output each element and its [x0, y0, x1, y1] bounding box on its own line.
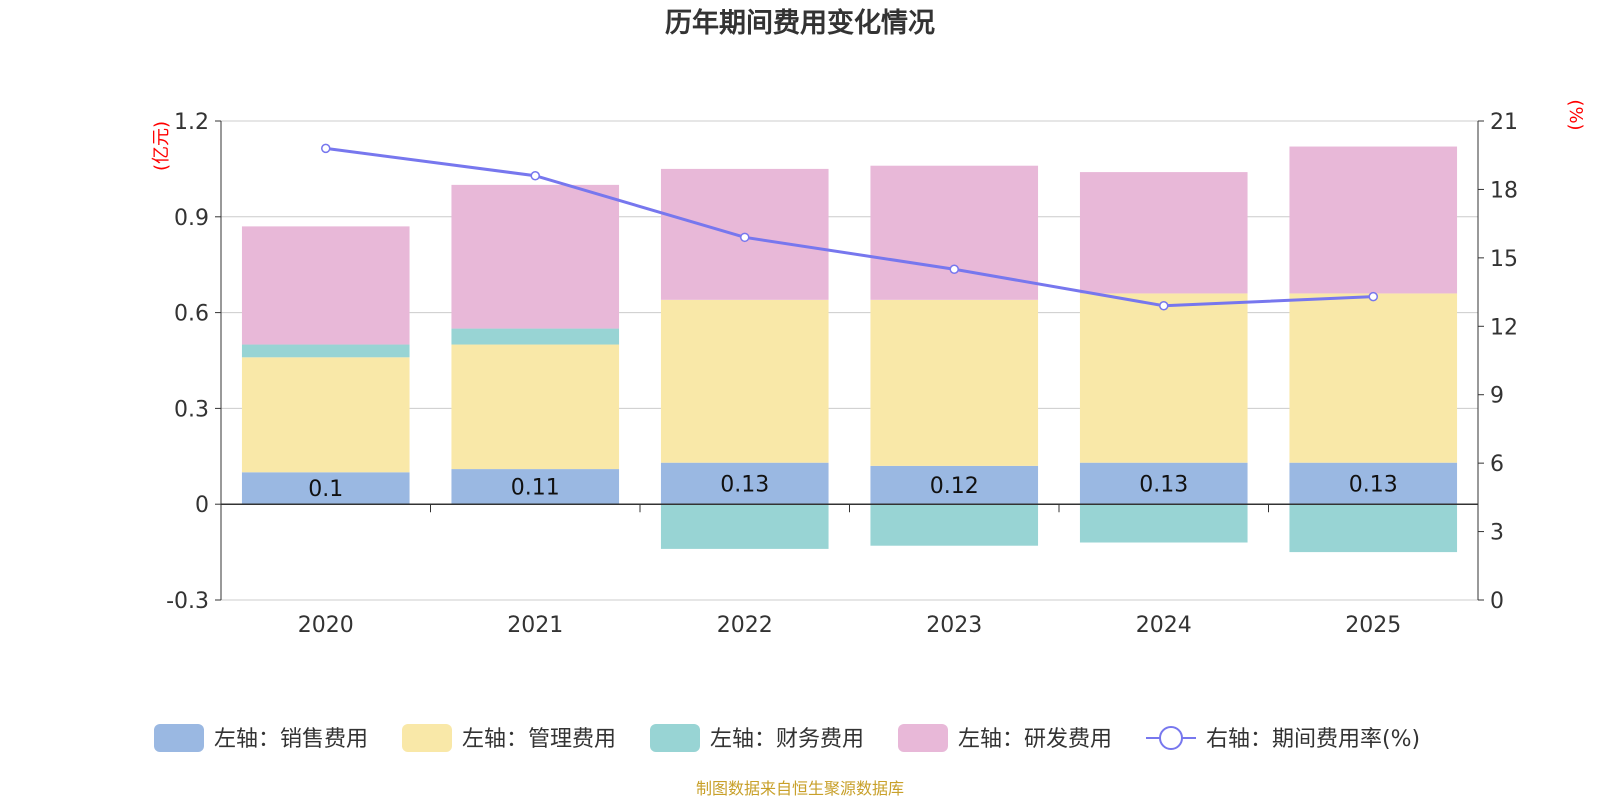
bar-segment	[241, 226, 410, 345]
category-label: 2020	[298, 613, 354, 638]
bar-segment	[451, 184, 620, 329]
legend-swatch	[898, 724, 948, 752]
legend-swatch	[154, 724, 204, 752]
right-axis-tick-label: 9	[1490, 384, 1504, 409]
expense-rate-point	[1368, 291, 1378, 302]
bar-segment	[241, 472, 410, 505]
legend-swatch	[402, 724, 452, 752]
bar-segment	[1289, 462, 1458, 505]
bar-segment	[451, 328, 620, 345]
expense-rate-line	[321, 143, 1378, 311]
left-axis-tick-label: 0.9	[174, 206, 209, 231]
axes: -0.3 0 0.3 0.6 0.9 1.2 0 3 6 9 12 15 18 21 2020 2021 202…	[166, 110, 1518, 638]
expense-rate-point	[530, 170, 540, 181]
category-label: 2024	[1136, 613, 1192, 638]
legend-label: 左轴：研发费用	[958, 727, 1112, 752]
bar-data-label: 0.13	[720, 472, 769, 497]
bar-segment	[1289, 146, 1458, 294]
legend-label: 左轴：管理费用	[462, 727, 616, 752]
right-axis-tick-label: 6	[1490, 452, 1504, 477]
left-axis-tick-label: -0.3	[166, 589, 209, 614]
bar-segment	[1079, 504, 1248, 543]
bar-data-label: 0.12	[930, 474, 979, 499]
bar-segment	[870, 465, 1039, 505]
legend-label: 左轴：销售费用	[214, 727, 368, 752]
bar-segment	[1079, 293, 1248, 463]
right-axis-tick-label: 3	[1490, 521, 1504, 546]
data-source: 制图数据来自恒生聚源数据库	[696, 779, 904, 798]
left-axis-tick-label: 0	[195, 493, 209, 518]
legend-swatch	[650, 724, 700, 752]
bar-segment	[660, 462, 829, 505]
bar-segment	[870, 299, 1039, 466]
legend-label: 右轴：期间费用率(%)	[1206, 727, 1420, 752]
bar-data-label: 0.11	[511, 476, 560, 501]
left-axis-tick-label: 0.3	[174, 397, 209, 422]
bar-segment	[1079, 462, 1248, 505]
bar-segment	[241, 357, 410, 473]
category-label: 2022	[717, 613, 773, 638]
category-label: 2025	[1345, 613, 1401, 638]
grid-lines	[221, 120, 1478, 601]
data-labels: 0.1 0.11 0.13 0.12 0.13 0.13	[308, 472, 1397, 502]
expense-rate-point	[1159, 301, 1169, 311]
expense-rate-point	[949, 264, 959, 275]
bar-segment	[1079, 172, 1248, 294]
bar-data-label: 0.13	[1349, 472, 1398, 497]
bar-segment	[660, 504, 829, 549]
bar-segment	[451, 469, 620, 505]
right-axis-unit: (%)	[1565, 99, 1586, 130]
right-axis-tick-label: 0	[1490, 589, 1504, 614]
bar-data-label: 0.13	[1139, 472, 1188, 497]
left-axis-unit: (亿元)	[151, 121, 172, 171]
left-axis-tick-label: 0.6	[174, 302, 209, 327]
bar-segment	[241, 344, 410, 358]
bar-segment	[451, 344, 620, 470]
bar-segment	[1289, 504, 1458, 553]
left-axis-tick-label: 1.2	[174, 110, 209, 135]
right-axis-tick-label: 21	[1490, 110, 1518, 135]
category-label: 2021	[507, 613, 563, 638]
right-axis-tick-label: 18	[1490, 178, 1518, 203]
bar-data-label: 0.1	[308, 477, 343, 502]
expense-rate-point	[321, 143, 331, 154]
bars	[241, 146, 1458, 553]
legend: 左轴：销售费用 左轴：管理费用 左轴：财务费用 左轴：研发费用 右轴：期间费用率(%)	[154, 724, 1420, 752]
bar-segment	[870, 504, 1039, 546]
right-axis-tick-label: 12	[1490, 315, 1518, 340]
chart-title: 历年期间费用变化情况	[665, 7, 935, 39]
expense-rate-point	[740, 232, 750, 243]
right-axis-tick-label: 15	[1490, 247, 1518, 272]
expense-rate-polyline	[325, 146, 1374, 308]
legend-marker-icon	[1159, 726, 1183, 750]
bar-segment	[1289, 293, 1458, 463]
category-label: 2023	[926, 613, 982, 638]
legend-label: 左轴：财务费用	[710, 727, 864, 752]
bar-segment	[660, 299, 829, 463]
